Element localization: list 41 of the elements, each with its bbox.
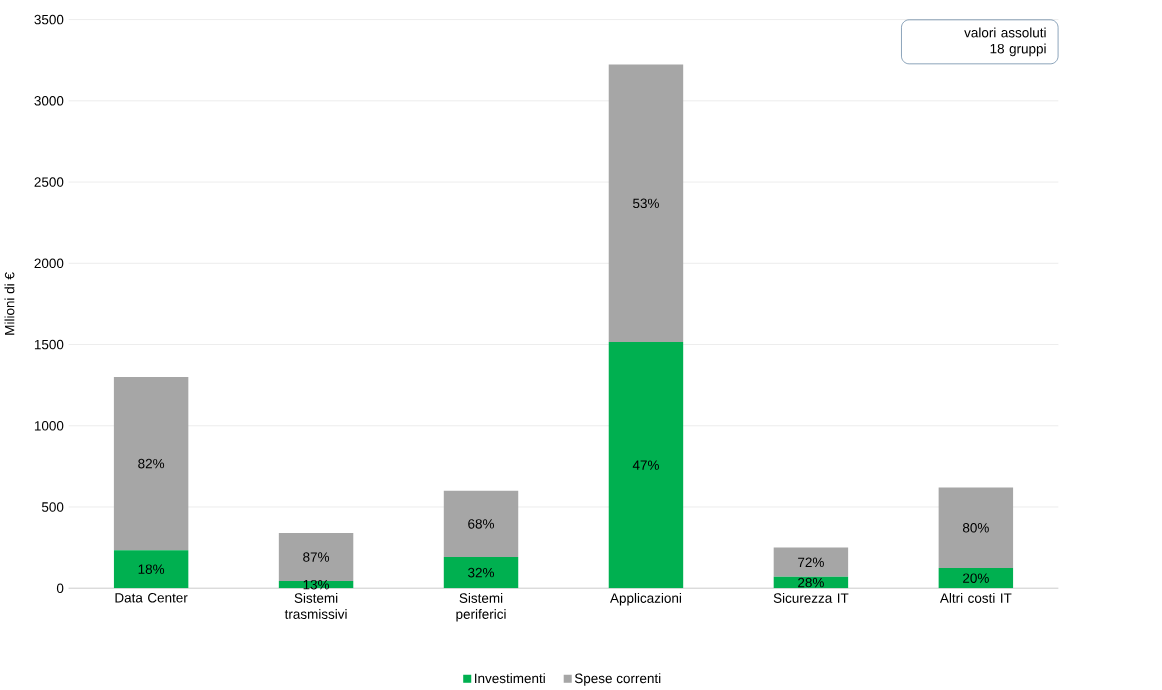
x-tick-label: Altri costi IT [939, 592, 1012, 603]
annotation: 28% [798, 577, 824, 588]
x-tick-label: Sistemi trasmissivi [284, 592, 347, 619]
bar [608, 64, 684, 343]
annotation: 68% [468, 519, 495, 529]
x-tick-label: Applicazioni [610, 592, 682, 606]
legend-label: Spese correnti [574, 673, 661, 686]
annotation: 13% [303, 579, 330, 590]
y-tick-label: 2500 [34, 177, 64, 187]
y-tick-label: 500 [41, 502, 64, 512]
annotation: 80% [962, 522, 989, 533]
annotation: 18% [138, 564, 165, 574]
bar [773, 547, 849, 577]
annotation: 18 gruppi [990, 43, 1046, 57]
x-tick-label: Data Center [115, 592, 188, 603]
legend-label: Investimenti [475, 673, 545, 684]
y-tick-label: 3500 [34, 14, 64, 25]
bar [443, 490, 519, 557]
annotation: 87% [303, 552, 330, 562]
y-tick-label: 3000 [34, 95, 64, 106]
annotation: 72% [798, 557, 824, 567]
annotation: valori assoluti [964, 27, 1046, 38]
annotation: 47% [632, 460, 659, 470]
annotation: 82% [138, 458, 165, 469]
bar [608, 342, 684, 589]
y-tick-label: 1000 [34, 420, 64, 431]
annotation: 32% [468, 567, 495, 578]
y-axis-title: Milioni di € [4, 272, 15, 335]
bar [938, 487, 1014, 569]
bar [113, 550, 189, 589]
y-tick-label: 2000 [34, 258, 64, 268]
x-tick-label: Sistemi periferici [456, 592, 506, 622]
x-tick-label: Sicurezza IT [773, 592, 849, 603]
annotation: 20% [963, 573, 989, 583]
bar [938, 568, 1014, 589]
bar [443, 556, 519, 589]
annotation: 53% [633, 198, 659, 209]
bar [113, 376, 189, 551]
y-tick-label: 0 [56, 583, 64, 593]
y-tick-label: 1500 [34, 339, 64, 350]
bar [278, 532, 354, 581]
